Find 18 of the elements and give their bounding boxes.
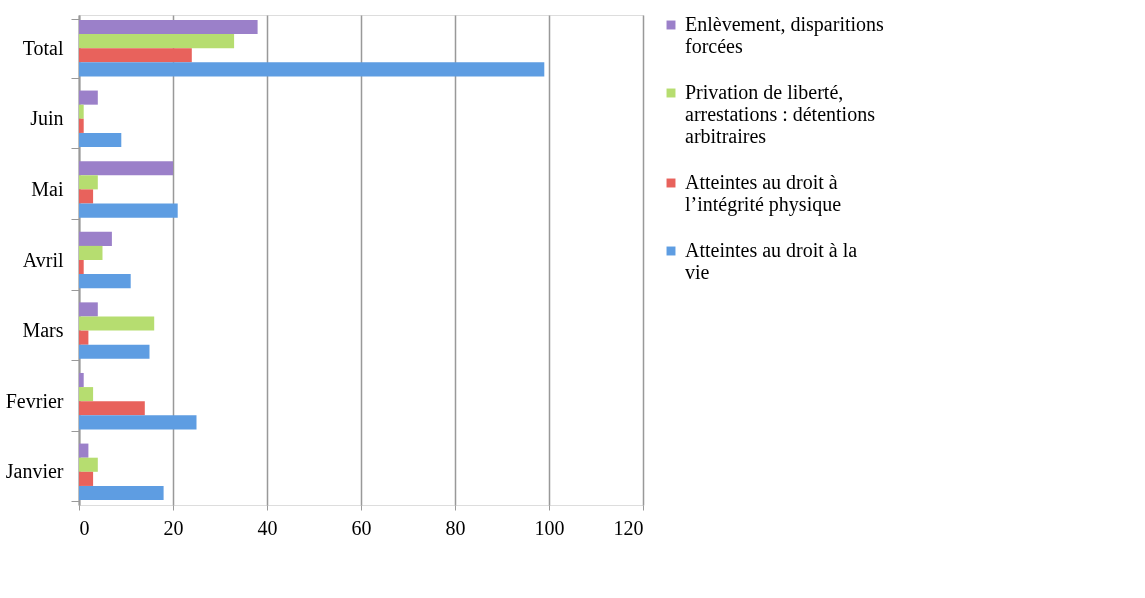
legend-label: Atteintes au droit à l’intégrité physique xyxy=(685,171,842,216)
y-tick-label: Fevrier xyxy=(5,389,64,412)
y-tick-label: Juin xyxy=(30,107,64,130)
y-tick-label: Mars xyxy=(22,319,64,342)
x-tick-label: 40 xyxy=(257,516,278,539)
legend-label: Atteintes au droit à la vie xyxy=(685,239,858,283)
legend-label: Enlèvement, disparitions forcées xyxy=(685,13,885,57)
y-tick-label: Mai xyxy=(31,177,64,200)
y-tick-label: Total xyxy=(22,36,64,59)
x-tick-label: 80 xyxy=(445,516,466,539)
y-tick-label: Janvier xyxy=(5,460,64,483)
x-tick-label: 0 xyxy=(79,516,90,539)
x-tick-label: 120 xyxy=(613,516,644,539)
x-tick-label: 60 xyxy=(351,516,372,539)
x-tick-label: 20 xyxy=(163,516,184,539)
legend-label: Privation de liberté, arrestations : détentions arbitraires xyxy=(685,81,876,147)
x-tick-label: 100 xyxy=(534,516,565,539)
y-tick-label: Avril xyxy=(22,248,64,271)
